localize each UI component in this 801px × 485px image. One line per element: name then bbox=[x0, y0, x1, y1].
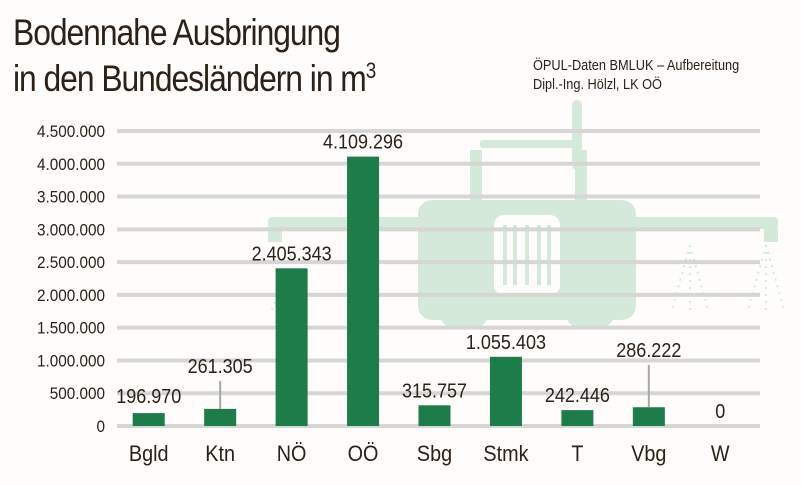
bar bbox=[489, 356, 522, 426]
x-tick-label: Sbg bbox=[417, 442, 452, 466]
y-tick-label: 1.000.000 bbox=[37, 352, 105, 371]
source-line-1: ÖPUL-Daten BMLUK – Aufbereitung bbox=[533, 57, 740, 74]
data-label: 261.305 bbox=[188, 356, 253, 378]
x-tick-label: OÖ bbox=[348, 442, 379, 466]
bar bbox=[347, 156, 380, 426]
x-tick-label: T bbox=[571, 442, 583, 466]
data-label: 315.757 bbox=[402, 380, 467, 402]
y-tick-label: 3.500.000 bbox=[37, 188, 105, 207]
bar bbox=[561, 410, 594, 426]
title-line-1: Bodennahe Ausbringung bbox=[13, 12, 341, 53]
title-line-2: in den Bundesländern in m3 bbox=[13, 58, 377, 99]
data-label: 1.055.403 bbox=[466, 332, 546, 354]
x-tick-label: NÖ bbox=[277, 442, 307, 466]
y-tick-label: 2.500.000 bbox=[37, 253, 105, 272]
data-label: 4.109.296 bbox=[323, 132, 403, 154]
bar bbox=[632, 407, 665, 426]
y-tick-label: 4.500.000 bbox=[37, 122, 105, 141]
data-label: 2.405.343 bbox=[252, 243, 332, 265]
y-tick-label: 0 bbox=[96, 417, 105, 436]
bar bbox=[204, 408, 237, 426]
superscript: 3 bbox=[365, 58, 377, 83]
y-tick-label: 4.000.000 bbox=[37, 155, 105, 174]
source-note: ÖPUL-Daten BMLUK – Aufbereitung Dipl.-In… bbox=[533, 56, 739, 94]
chart-title: Bodennahe Ausbringung in den Bundeslände… bbox=[13, 10, 377, 102]
x-tick-label: W bbox=[711, 442, 730, 466]
y-tick-label: 2.000.000 bbox=[37, 286, 105, 305]
bar bbox=[418, 405, 451, 426]
data-label: 286.222 bbox=[616, 340, 681, 362]
y-tick-label: 3.000.000 bbox=[37, 221, 105, 240]
x-tick-label: Ktn bbox=[205, 442, 235, 466]
data-label: 0 bbox=[715, 401, 725, 423]
data-label: 196.970 bbox=[116, 386, 181, 408]
x-tick-label: Bgld bbox=[129, 442, 169, 466]
y-tick-label: 1.500.000 bbox=[37, 319, 105, 338]
data-label: 242.446 bbox=[545, 385, 610, 407]
x-tick-label: Vbg bbox=[631, 442, 666, 466]
y-tick-label: 500.000 bbox=[50, 385, 105, 404]
source-line-2: Dipl.-Ing. Hölzl, LK OÖ bbox=[533, 76, 662, 93]
x-tick-label: Stmk bbox=[483, 442, 529, 466]
bar bbox=[275, 268, 308, 426]
bar bbox=[132, 413, 165, 426]
